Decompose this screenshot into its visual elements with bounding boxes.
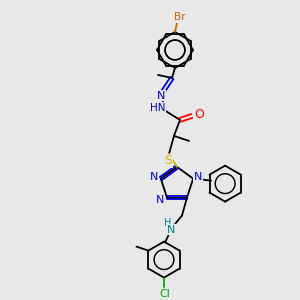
- Text: Br: Br: [174, 12, 186, 22]
- Text: S: S: [164, 154, 172, 167]
- Text: N: N: [150, 172, 158, 182]
- Text: HN: HN: [150, 103, 166, 113]
- Text: O: O: [194, 108, 204, 122]
- Text: N: N: [167, 225, 175, 235]
- Text: N: N: [157, 91, 165, 101]
- Text: N: N: [156, 195, 164, 205]
- Text: N: N: [194, 172, 202, 182]
- Text: H: H: [164, 218, 172, 228]
- Text: Cl: Cl: [160, 289, 170, 298]
